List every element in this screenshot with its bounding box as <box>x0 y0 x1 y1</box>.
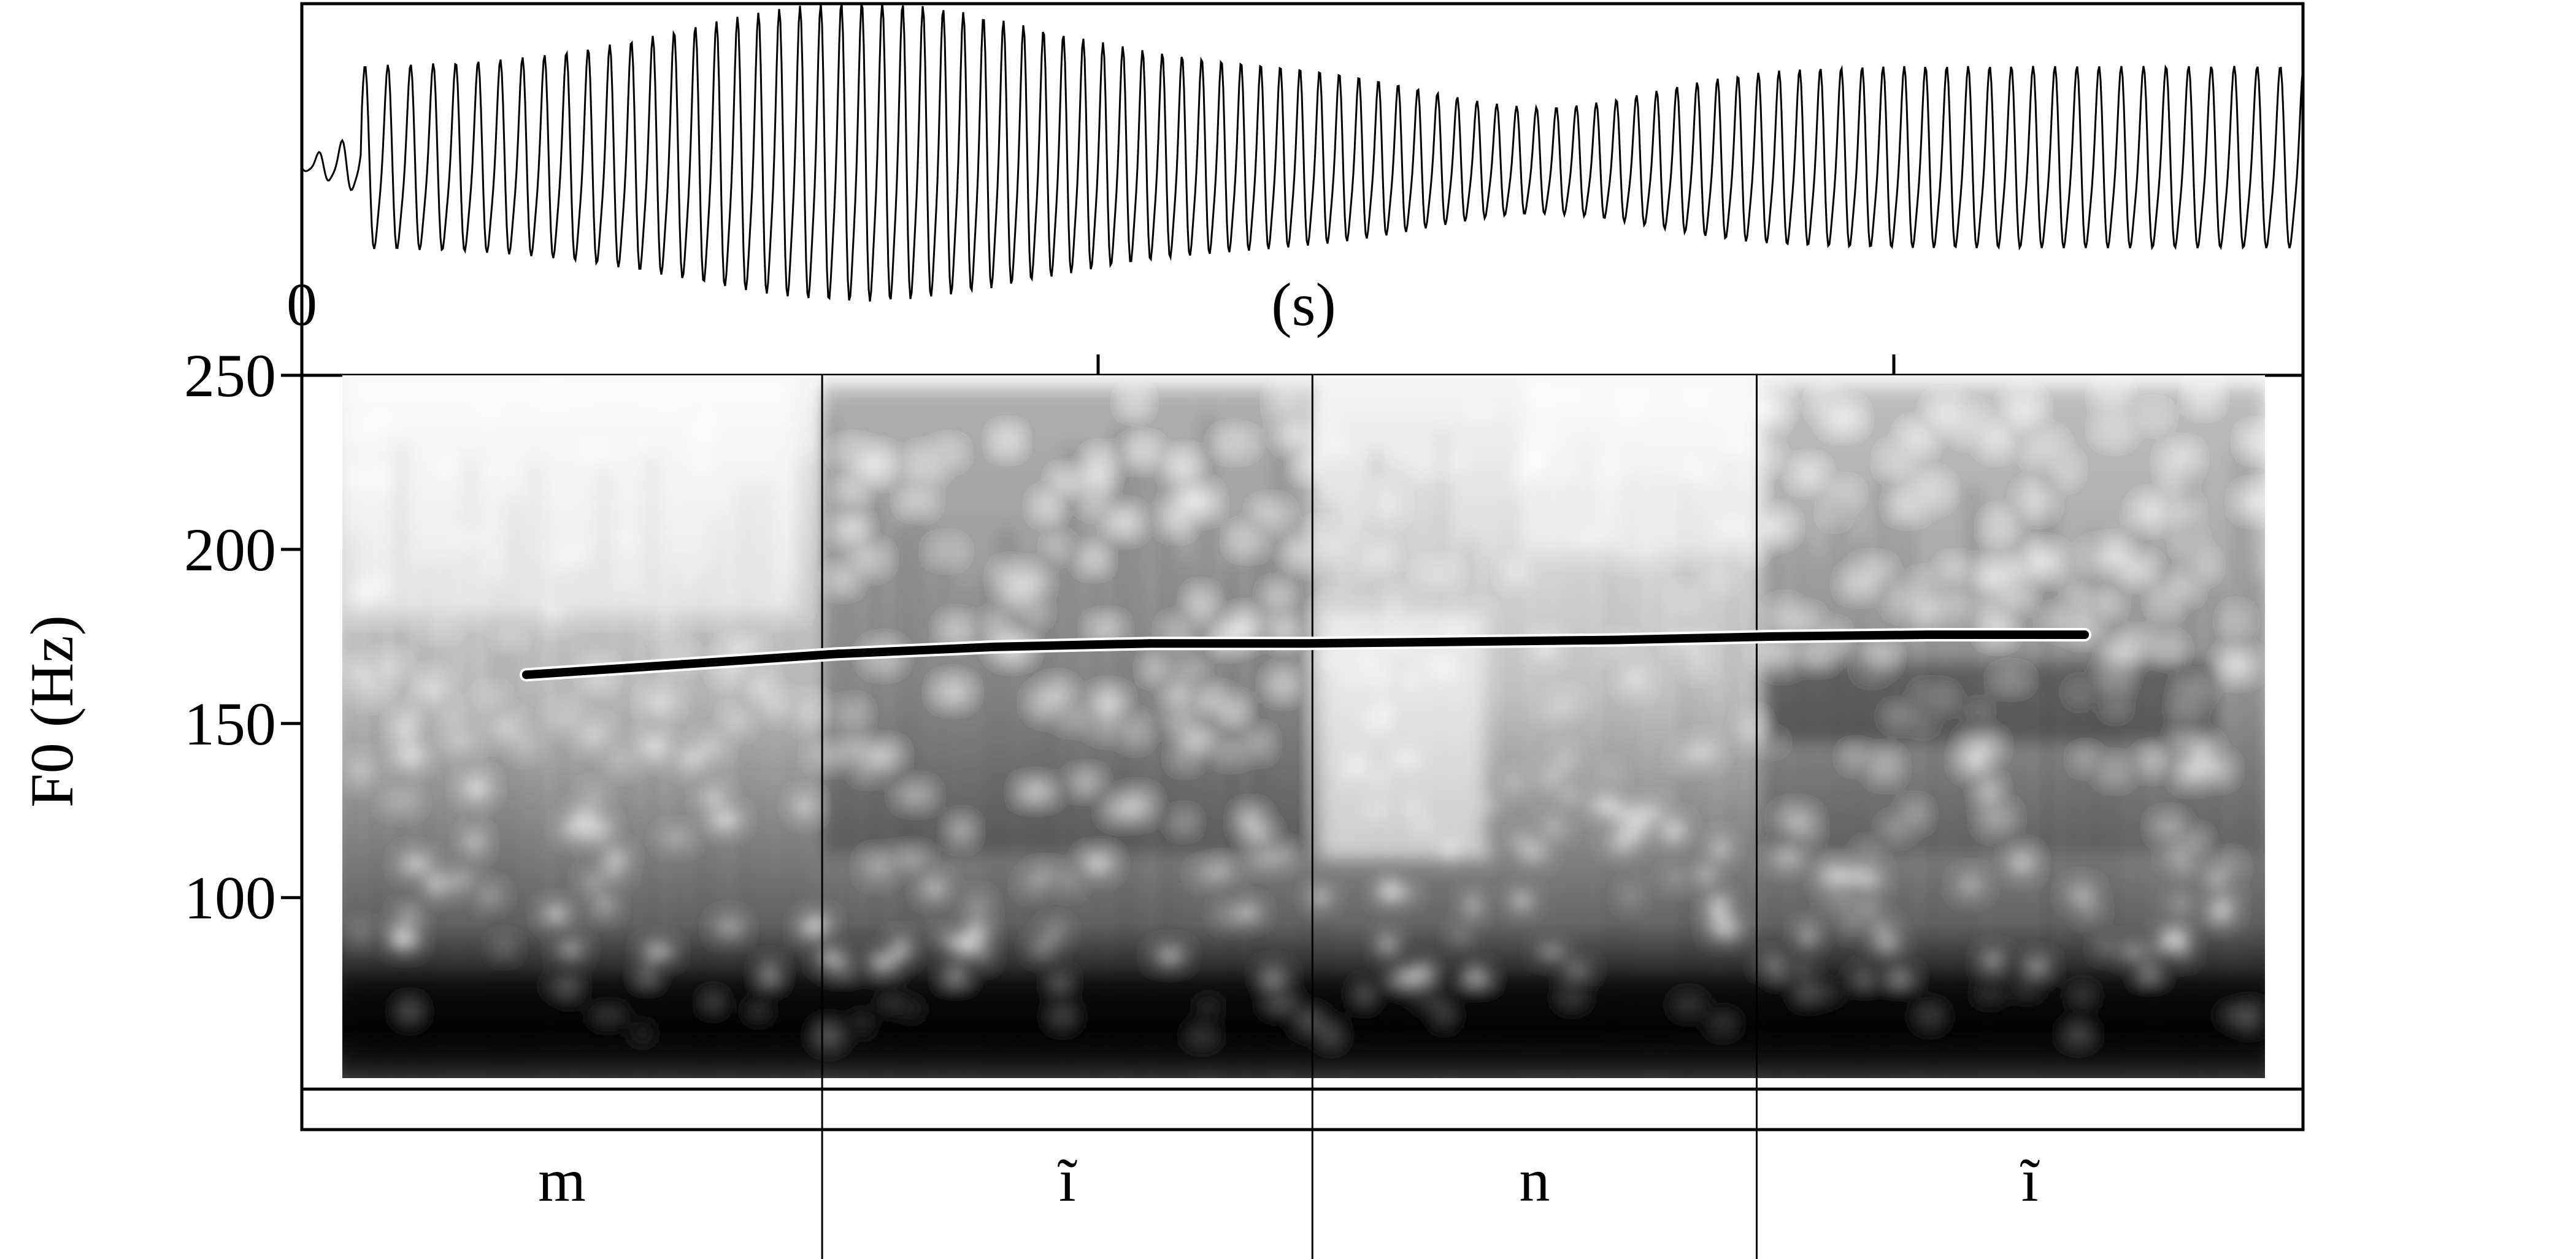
f0-point <box>1145 639 1154 648</box>
f0-point <box>1924 630 1933 639</box>
y-tick-label: 100 <box>184 864 276 932</box>
y-axis-label: F0 (Hz) <box>18 615 86 808</box>
f0-point <box>1301 639 1310 648</box>
spectrogram-texture <box>342 375 2265 1078</box>
f0-curve-group <box>520 628 2091 682</box>
f0-point <box>678 660 686 669</box>
f0-point <box>2080 630 2089 639</box>
segment-label: ĩ <box>2020 1146 2040 1214</box>
segment-dividers <box>821 375 1758 1259</box>
f0-point <box>834 649 842 659</box>
segment-label: ĩ <box>1058 1146 1077 1214</box>
f0-point <box>1769 632 1777 641</box>
f0-point <box>1457 637 1466 646</box>
y-axis: 100 150 200 250 <box>184 342 302 932</box>
y-tick-label: 200 <box>184 516 276 584</box>
waveform-trace <box>302 4 2303 302</box>
waveform-frame <box>300 2 2305 1131</box>
spectrogram-panel: 100 150 200 250 F0 (Hz) <box>18 342 2303 1259</box>
segment-label: m <box>538 1146 586 1214</box>
y-tick-label: 250 <box>184 342 276 410</box>
y-tick-label: 150 <box>184 690 276 758</box>
segment-label: n <box>1519 1146 1550 1214</box>
f0-point <box>1613 635 1621 645</box>
x-axis-label: (s) <box>1271 270 1336 339</box>
f0-point <box>990 642 998 651</box>
f0-point <box>522 670 531 679</box>
time-origin-label: 0 <box>286 270 317 339</box>
